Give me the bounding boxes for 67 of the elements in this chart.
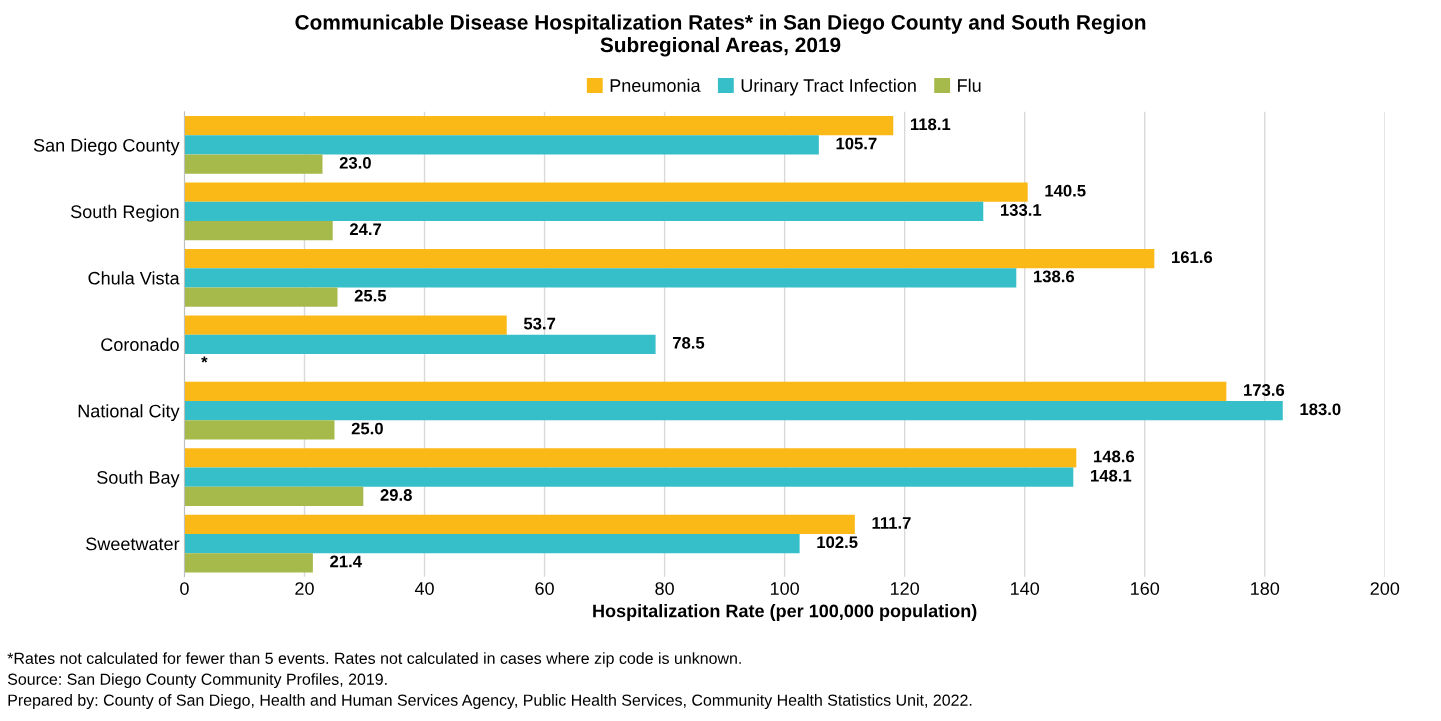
- data-label: 133.1: [1001, 204, 1042, 216]
- legend-label: Pneumonia: [610, 78, 701, 92]
- y-tick-label: South Region: [71, 204, 179, 222]
- data-label: 161.6: [1172, 251, 1213, 264]
- data-label: 21.4: [330, 555, 362, 568]
- x-tick-label: 160: [1131, 582, 1160, 595]
- data-label: 118.1: [910, 118, 951, 131]
- x-tick-label: 80: [655, 582, 674, 595]
- bar: [184, 182, 1028, 202]
- data-label: 78.5: [672, 336, 705, 349]
- x-axis-title: Hospitalization Rate (per 100,000 population): [593, 604, 977, 621]
- data-label: 148.1: [1091, 469, 1132, 482]
- data-label: 148.6: [1094, 450, 1135, 463]
- y-tick-label: San Diego County: [33, 138, 180, 156]
- data-label: 29.8: [380, 489, 412, 501]
- y-tick-label: National City: [78, 404, 180, 421]
- text: Prepared by: County of San Diego, Health and Human Services Agency, Public Health Services, Community Health Statistics Unit, 2022.: [8, 694, 972, 709]
- bar: [184, 315, 507, 335]
- data-label: 138.6: [1034, 270, 1075, 283]
- data-label: 25.5: [354, 289, 387, 302]
- x-tick-label: 120: [890, 582, 920, 595]
- data-label: 111.7: [872, 517, 911, 529]
- data-label: 183.0: [1300, 403, 1341, 416]
- bar: [184, 514, 855, 534]
- bar: [184, 201, 984, 222]
- bar: [184, 486, 364, 507]
- data-label: 53.7: [523, 317, 556, 330]
- y-tick-label: South Bay: [97, 470, 180, 488]
- x-tick-label: 20: [295, 582, 314, 595]
- data-label: 25.0: [351, 422, 383, 435]
- data-label: 102.5: [817, 536, 858, 549]
- x-tick-label: 200: [1370, 582, 1400, 595]
- data-label: 24.7: [349, 223, 382, 235]
- y-tick-label: Sweetwater: [86, 537, 180, 551]
- bar: [184, 248, 1155, 269]
- y-tick-label: Chula Vista: [88, 271, 180, 285]
- text: *: [201, 356, 208, 363]
- legend-label: Flu: [958, 78, 981, 92]
- data-label: 173.6: [1244, 384, 1285, 396]
- bar: [184, 221, 333, 241]
- chart-title: Communicable Disease Hospitalization Rates* in San Diego County and South Region Subregional Areas, 2019: [295, 14, 1146, 57]
- bar: [184, 448, 1077, 468]
- bar: [184, 401, 1283, 421]
- bar: [184, 116, 894, 136]
- data-label: 105.7: [836, 137, 877, 150]
- text: *Rates not calculated for fewer than 5 events. Rates not calculated in cases where zip code is unknown.: [7, 652, 741, 668]
- y-tick-label: Coronado: [101, 337, 179, 351]
- bar: [184, 135, 819, 155]
- data-label: 23.0: [339, 156, 371, 169]
- bar: [184, 381, 1227, 402]
- x-tick-label: 140: [1011, 582, 1040, 595]
- source-note: Source: San Diego County Community Profiles, 2019.: [7, 673, 387, 689]
- x-tick-label: 100: [770, 582, 799, 595]
- x-tick-label: 60: [535, 582, 554, 595]
- bar: [184, 553, 313, 573]
- data-label: 140.5: [1045, 184, 1086, 197]
- x-tick-label: 40: [414, 582, 434, 595]
- legend-label: Urinary Tract Infection: [741, 78, 916, 96]
- x-tick-label: 0: [180, 582, 189, 595]
- bar: [184, 268, 1017, 288]
- bar: [184, 287, 338, 307]
- x-tick-label: 180: [1251, 582, 1280, 595]
- bar: [184, 533, 800, 554]
- bar: [184, 467, 1074, 487]
- bar: [184, 420, 335, 440]
- bar: [184, 334, 656, 354]
- bar: [184, 154, 323, 174]
